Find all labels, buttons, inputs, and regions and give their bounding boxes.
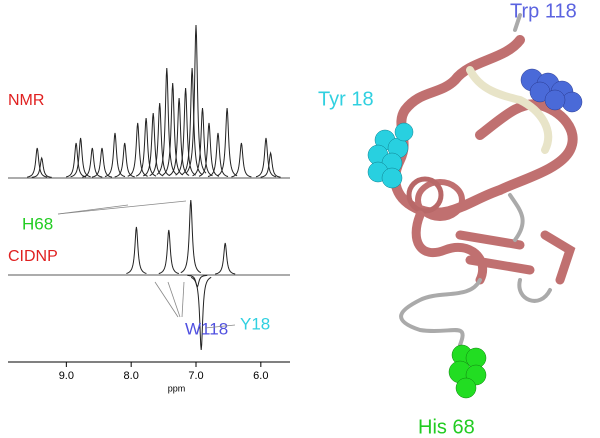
- leader-line: [154, 281, 179, 318]
- peak: [181, 67, 203, 175]
- x-tick-label: 8.0: [124, 370, 139, 382]
- peak: [187, 274, 208, 289]
- peak: [192, 107, 213, 177]
- peak: [191, 276, 212, 351]
- peak: [158, 229, 179, 275]
- peak: [127, 122, 148, 177]
- loop: [513, 13, 522, 32]
- peak: [27, 147, 48, 178]
- peak: [104, 132, 126, 178]
- peak: [114, 142, 135, 178]
- peak-annotation: W118: [185, 319, 228, 338]
- peak: [142, 112, 164, 177]
- peak: [185, 24, 207, 174]
- peak: [231, 142, 252, 178]
- ribbon: [466, 66, 553, 154]
- trp-spheres: [520, 68, 583, 113]
- peak: [168, 97, 190, 176]
- residue-label: Trp 118: [510, 0, 577, 22]
- tyr-spheres: [367, 122, 414, 189]
- peak: [207, 132, 229, 178]
- helix: [406, 176, 444, 214]
- residue-label: Tyr 18: [318, 88, 374, 110]
- peak: [70, 137, 91, 178]
- leader-line: [167, 281, 181, 318]
- sheet: [411, 210, 576, 285]
- peak: [260, 151, 281, 178]
- peak: [180, 199, 201, 274]
- leader-line: [57, 200, 187, 215]
- peak: [215, 242, 236, 275]
- spectra: 9.0 8.0 7.0 6.0 ppm: [8, 24, 290, 393]
- labels: NMR CIDNP H68 W118 Y18 Trp 118 Tyr 18 His 68: [8, 0, 577, 438]
- helix: [415, 179, 465, 221]
- peak: [66, 142, 87, 178]
- series-label: NMR: [8, 92, 44, 109]
- protein-structure: [390, 13, 578, 347]
- peak: [255, 137, 277, 178]
- leader-line: [181, 281, 185, 318]
- peak: [198, 122, 220, 177]
- peak: [216, 107, 238, 177]
- peak: [82, 147, 103, 178]
- his-spheres: [448, 344, 487, 399]
- peak: [175, 87, 196, 176]
- peak-annotation: H68: [22, 214, 53, 233]
- peak: [91, 147, 113, 178]
- x-tick-label: 7.0: [188, 370, 203, 382]
- loop: [399, 193, 552, 347]
- residue-label: His 68: [418, 416, 475, 438]
- peak-annotation: Y18: [240, 314, 270, 333]
- leader-line: [204, 324, 236, 329]
- peak: [126, 226, 147, 274]
- x-axis-label: ppm: [168, 383, 186, 393]
- peak: [149, 102, 170, 177]
- x-tick-label: 6.0: [253, 370, 268, 382]
- peak: [31, 156, 52, 178]
- x-tick-label: 9.0: [59, 370, 74, 382]
- series-label: CIDNP: [8, 248, 58, 265]
